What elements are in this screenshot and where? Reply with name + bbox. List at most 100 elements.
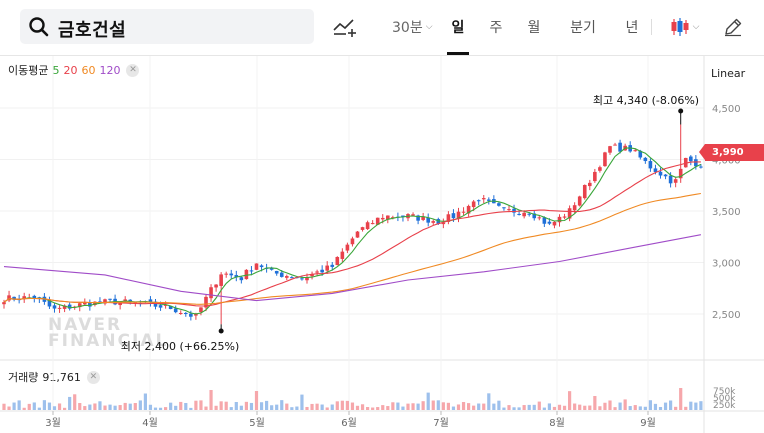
candle: [593, 168, 597, 183]
volume-bar: [386, 406, 390, 410]
volume-bar: [633, 405, 637, 410]
volume-bar: [355, 405, 360, 410]
volume-bar: [663, 402, 668, 410]
tab-period-quarter[interactable]: 분기: [570, 20, 596, 36]
volume-bar: [32, 402, 36, 410]
volume-tick-label: 750k: [713, 387, 736, 397]
candle: [673, 176, 678, 188]
candle-body: [699, 166, 703, 168]
candle: [406, 213, 410, 222]
volume-bar: [68, 396, 72, 410]
candle: [310, 271, 314, 280]
ma60-label: 60: [81, 63, 96, 77]
volume-bar: [573, 403, 577, 410]
indicator-button[interactable]: [330, 12, 360, 42]
candle: [678, 124, 683, 183]
volume-bar: [17, 400, 21, 410]
volume-bar: [648, 400, 652, 410]
candle-body: [285, 276, 289, 278]
volume-bar: [174, 405, 178, 410]
volume-bar: [456, 404, 461, 410]
volume-bar: [330, 404, 334, 410]
volume-bar: [421, 401, 425, 410]
volume-bar: [467, 403, 471, 410]
candle-body: [259, 265, 264, 268]
volume-bar: [184, 403, 188, 410]
volume-bar: [512, 407, 516, 410]
candle-body: [456, 211, 461, 219]
volume-bar: [638, 406, 642, 410]
extreme-annotations: 최고 4,340 (-8.06%) 최저 2,400 (+66.25%): [121, 94, 699, 353]
candle-body: [507, 209, 511, 211]
candle-body: [310, 273, 314, 277]
volume-bar: [133, 403, 137, 410]
close-icon[interactable]: ✕: [86, 370, 100, 384]
candle-body: [673, 179, 678, 183]
volume-bar: [47, 402, 52, 410]
candle-body: [547, 221, 552, 224]
volume-bar: [552, 406, 557, 410]
tab-period-week[interactable]: 주: [489, 20, 503, 36]
stock-search-box[interactable]: 금호건설: [20, 9, 314, 44]
candle-body: [446, 214, 451, 222]
volume-bar: [502, 407, 506, 410]
candle-body: [431, 221, 436, 223]
candle: [370, 220, 375, 225]
volume-bar: [598, 406, 602, 410]
ma60-line: [3, 192, 701, 305]
drawing-tool-button[interactable]: [720, 12, 746, 42]
candle-body: [244, 269, 249, 280]
volume-bar: [562, 405, 567, 410]
chart-type-select[interactable]: ⌵: [664, 12, 704, 42]
interval-select[interactable]: 30분 ⌵: [392, 12, 433, 42]
volume-bar: [497, 400, 501, 410]
volume-bar: [300, 394, 304, 410]
candle-body: [12, 296, 16, 300]
price-chart[interactable]: NAVER FINANCIAL 4,500 4,000 3,500 3,000 2,50…: [0, 56, 764, 433]
volume-label: 거래량: [8, 371, 39, 384]
watermark-line-2: FINANCIAL: [48, 331, 168, 351]
candle-body: [163, 304, 168, 306]
candle-body: [133, 302, 138, 304]
volume-tick-label: 250k: [713, 401, 736, 411]
candle-body: [148, 299, 153, 303]
volume-bar: [689, 401, 693, 410]
volume-bar: [416, 403, 420, 410]
volume-bar: [360, 404, 365, 410]
candle: [350, 236, 355, 247]
volume-bar: [583, 405, 587, 410]
candle: [189, 310, 193, 321]
volume-bar: [209, 390, 213, 410]
candle-body: [194, 313, 198, 316]
volume-bar: [366, 407, 370, 410]
candle-body: [567, 208, 572, 219]
volume-bar: [88, 404, 92, 410]
price-tick-label: 3,000: [712, 259, 741, 270]
close-icon[interactable]: ✕: [126, 63, 140, 77]
volume-bar: [169, 402, 173, 410]
candle-body: [77, 303, 82, 308]
candle: [274, 270, 279, 276]
tab-period-month[interactable]: 월: [527, 20, 541, 36]
candle-body: [689, 156, 693, 162]
tab-period-year[interactable]: 년: [625, 20, 639, 36]
candle-body: [694, 159, 698, 167]
chart-toolbar: 금호건설 30분 ⌵ 일 주 월 분기 년 ⌵: [0, 0, 764, 56]
candle-body: [542, 217, 547, 224]
scale-mode-toggle[interactable]: Linear: [711, 67, 746, 80]
candle: [219, 272, 223, 325]
candle: [178, 310, 183, 315]
volume-bar: [588, 405, 592, 410]
candle: [663, 174, 668, 180]
month-tick-label: 3월: [45, 417, 61, 429]
candle-body: [502, 207, 506, 209]
candle: [214, 284, 218, 292]
volume-bar: [108, 404, 112, 410]
volume-bar: [12, 402, 16, 410]
tab-period-day[interactable]: 일: [451, 20, 465, 36]
month-tick-label: 9월: [640, 417, 656, 429]
candle: [476, 199, 481, 206]
ma120-line: [3, 234, 702, 302]
low-marker-dot: [218, 328, 224, 334]
candle-body: [340, 251, 345, 259]
